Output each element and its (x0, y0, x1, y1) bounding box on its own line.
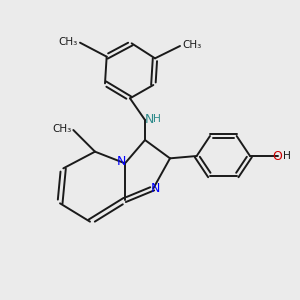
Text: CH₃: CH₃ (52, 124, 71, 134)
Text: N: N (151, 182, 160, 195)
Text: CH₃: CH₃ (182, 40, 201, 50)
Text: H: H (284, 151, 291, 161)
Text: O: O (272, 149, 282, 163)
Text: CH₃: CH₃ (59, 37, 78, 47)
Text: H: H (153, 114, 161, 124)
Text: N: N (144, 112, 154, 125)
Text: N: N (116, 155, 126, 168)
